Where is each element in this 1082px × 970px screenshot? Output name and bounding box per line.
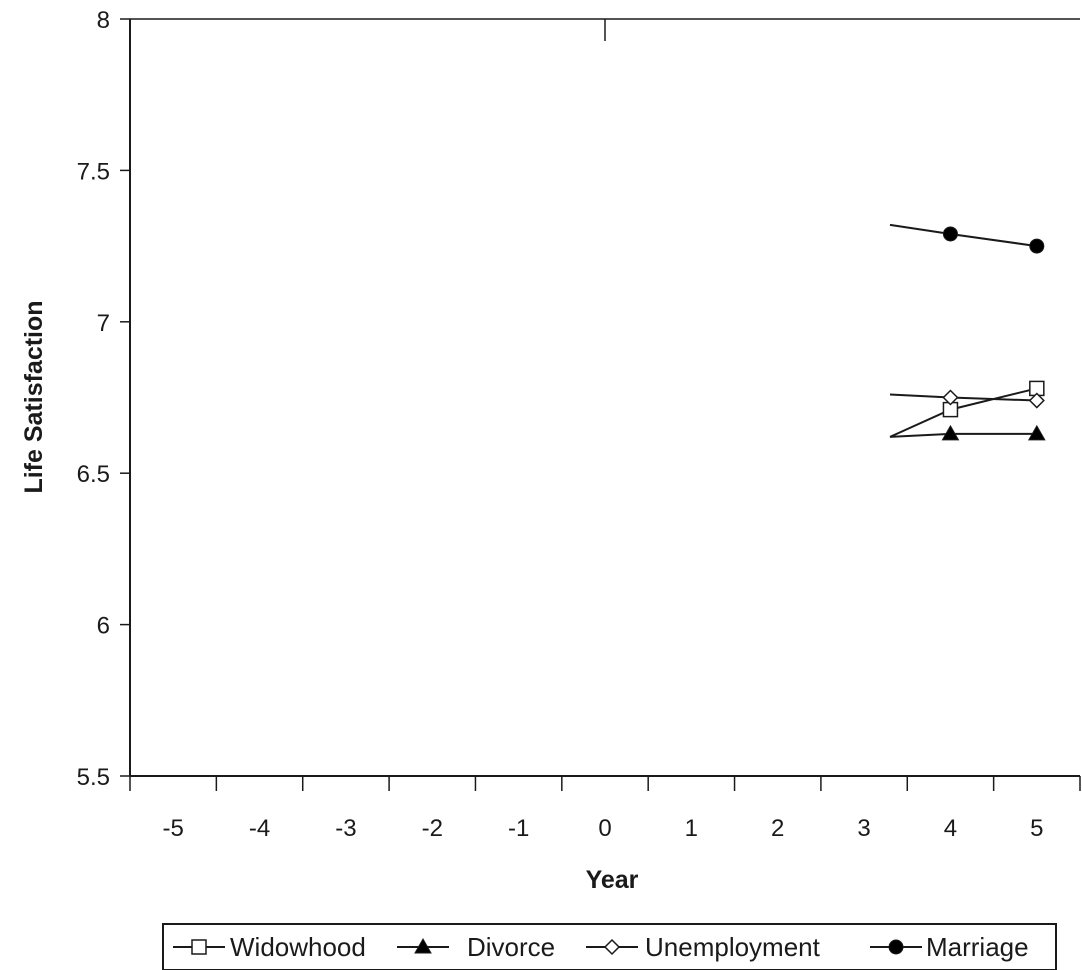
x-tick-label: 0 <box>598 815 611 842</box>
series-line <box>889 432 1037 438</box>
legend-label: Divorce <box>467 932 555 962</box>
series-marriage <box>889 223 1045 254</box>
legend-item-widowhood: Widowhood <box>173 932 366 962</box>
series-unemployment <box>889 389 1045 409</box>
series-line <box>889 223 1037 248</box>
legend-marker-icon <box>888 939 904 955</box>
legend-marker-icon <box>414 937 432 954</box>
y-tick-label: 6.5 <box>77 461 110 488</box>
x-tick-label: -2 <box>422 815 443 842</box>
y-axis-title: Life Satisfaction <box>20 300 48 493</box>
y-tick-label: 8 <box>97 7 110 34</box>
legend-label: Unemployment <box>645 932 821 962</box>
series-line <box>889 393 1037 402</box>
legend-marker-icon <box>191 939 207 955</box>
x-tick-label: -1 <box>508 815 529 842</box>
x-tick-label: 5 <box>1030 815 1043 842</box>
data-point-marker <box>1029 238 1045 254</box>
legend-label: Widowhood <box>230 932 366 962</box>
x-tick-label: -4 <box>249 815 270 842</box>
x-tick-label: -3 <box>335 815 356 842</box>
series <box>889 223 1046 441</box>
data-point-marker <box>942 226 958 242</box>
legend-marker-icon <box>603 938 621 956</box>
x-tick-label: 2 <box>771 815 784 842</box>
legend: Widowhood Divorce Unemployment Marriage <box>162 923 1057 970</box>
data-point-marker <box>941 424 960 441</box>
legend-label: Marriage <box>926 932 1029 962</box>
legend-item-divorce: Divorce <box>397 932 555 962</box>
x-tick-label: 4 <box>944 815 957 842</box>
data-point-marker <box>942 389 959 406</box>
series-widowhood <box>889 380 1045 438</box>
legend-item-unemployment: Unemployment <box>586 932 821 962</box>
y-tick-label: 6 <box>97 613 110 640</box>
x-tick-label: -5 <box>163 815 184 842</box>
ticks: 8 7.5 7 6.5 6 5.5 -5 -4 -3 -2 -1 0 1 2 3 4 5 <box>77 7 1081 842</box>
y-tick-label: 5.5 <box>77 764 110 791</box>
x-tick-label: 1 <box>685 815 698 842</box>
legend-item-marriage: Marriage <box>870 932 1029 962</box>
axes <box>129 18 1080 777</box>
x-tick-label: 3 <box>857 815 870 842</box>
y-tick-label: 7 <box>97 310 110 337</box>
y-tick-label: 7.5 <box>77 158 110 185</box>
series-divorce <box>889 424 1046 441</box>
data-point-marker <box>1027 424 1046 441</box>
x-axis-title: Year <box>586 866 639 894</box>
data-point-marker <box>1028 392 1045 409</box>
